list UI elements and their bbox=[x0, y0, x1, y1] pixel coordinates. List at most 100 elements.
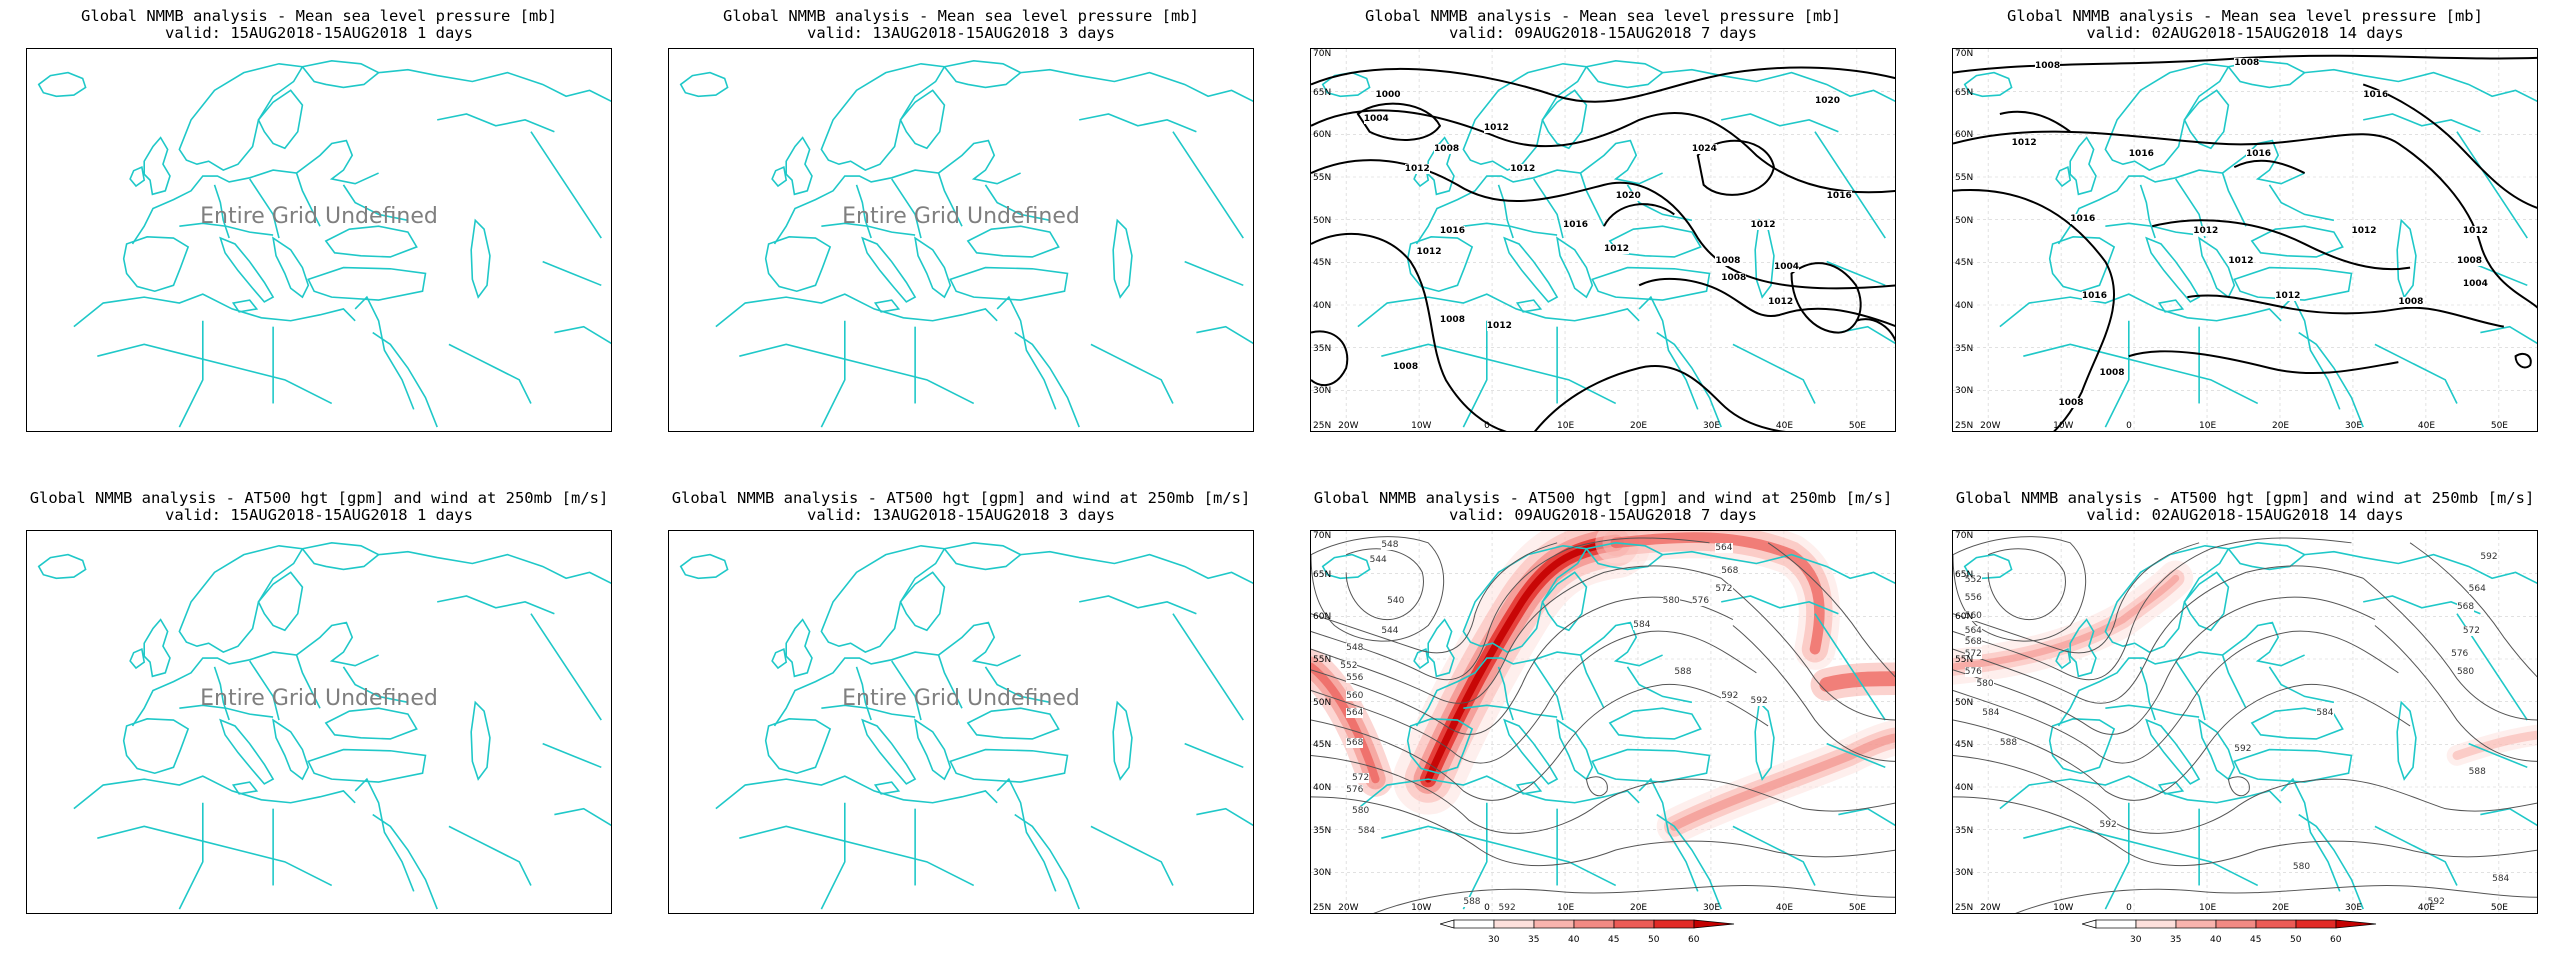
coastline-path bbox=[915, 720, 950, 779]
coastline-path bbox=[531, 132, 601, 238]
coastline-path bbox=[2375, 826, 2457, 885]
contour-label: 544 bbox=[1381, 625, 1399, 636]
contour-label: 560 bbox=[1346, 690, 1364, 701]
contour-label: 544 bbox=[1369, 554, 1387, 565]
latitude-label: 65N bbox=[1955, 569, 1974, 580]
contour-line bbox=[1311, 537, 1444, 641]
contour-line bbox=[1586, 777, 1607, 796]
coastline-path bbox=[179, 321, 202, 427]
longitude-label: 0 bbox=[1484, 421, 1490, 431]
map-frame: 1008 1008 1012 1016 1016 1016 1016 1012 1016 1012… bbox=[1952, 48, 2538, 432]
coastline-path bbox=[1534, 179, 1563, 238]
longitude-label: 20E bbox=[2271, 903, 2290, 913]
longitude-label: 10E bbox=[2199, 903, 2217, 913]
coastline-path bbox=[1499, 185, 1514, 238]
coastlines bbox=[681, 61, 1254, 427]
longitude-label: 30E bbox=[2344, 421, 2363, 431]
contour-label: 1012 bbox=[2011, 137, 2037, 148]
contour-label: 1012 bbox=[2228, 255, 2254, 266]
contour-line bbox=[1311, 755, 1896, 833]
coastline-path bbox=[1663, 70, 1896, 102]
contour-label: 1016 bbox=[1562, 220, 1589, 231]
contour-line bbox=[1733, 626, 1896, 762]
latitude-label: 65N bbox=[1955, 87, 1974, 98]
coastline-path bbox=[1542, 572, 1586, 630]
latitude-label: 70N bbox=[1313, 49, 1332, 59]
map-frame: Entire Grid Undefined bbox=[26, 530, 612, 914]
colorbar-tick: 35 bbox=[1528, 935, 1539, 945]
coastline-path bbox=[554, 809, 612, 827]
coastline-path bbox=[2252, 708, 2343, 739]
contour-label: 584 bbox=[2316, 708, 2334, 719]
coastline-path bbox=[821, 321, 844, 427]
latitude-label: 25N bbox=[1955, 903, 1974, 913]
contour-label: 556 bbox=[1964, 593, 1982, 604]
coastline-path bbox=[2058, 141, 2304, 244]
longitude-label: 30E bbox=[2344, 903, 2363, 913]
wind-colorbar: 30 35 40 45 50 60 bbox=[2080, 918, 2412, 951]
contour-line bbox=[1698, 141, 1774, 195]
longitude-label: 40E bbox=[2417, 421, 2436, 431]
coastline-path bbox=[716, 294, 997, 326]
map-frame: 552 556 560 564 568 572 576 580 584 588 592 564 568 5… bbox=[1952, 530, 2538, 914]
coastline-path bbox=[74, 294, 355, 326]
contour-line bbox=[1311, 331, 1347, 385]
latitude-label: 45N bbox=[1313, 740, 1332, 751]
contour-line bbox=[2000, 112, 2070, 132]
latitude-label: 25N bbox=[1955, 421, 1974, 431]
contour-line bbox=[1311, 684, 1768, 800]
panel-title: Global NMMB analysis - Mean sea level pr… bbox=[2007, 7, 2483, 25]
contour-line bbox=[1768, 543, 1896, 679]
coastline-path bbox=[939, 173, 962, 226]
contour-label: 1008 bbox=[1393, 362, 1419, 373]
latitude-label: 50N bbox=[1313, 215, 1332, 226]
coastline-path bbox=[220, 720, 273, 784]
coastline-path bbox=[326, 226, 417, 257]
contour-line bbox=[1311, 67, 1896, 101]
contour-lines bbox=[1311, 537, 1896, 914]
latitude-label: 35N bbox=[1313, 825, 1332, 836]
coastline-path bbox=[1657, 815, 1721, 910]
colorbar-tick: 30 bbox=[1488, 935, 1500, 945]
coastline-path bbox=[2141, 667, 2156, 720]
map-panel-p7: Global NMMB analysis - AT500 hgt [gpm] a… bbox=[1310, 482, 1896, 934]
coastline-path bbox=[132, 623, 378, 726]
contour-label: 580 bbox=[2292, 861, 2311, 872]
coastline-path bbox=[944, 543, 1020, 570]
map-panel-p6: Global NMMB analysis - AT500 hgt [gpm] a… bbox=[668, 482, 1254, 934]
coastline-path bbox=[373, 333, 437, 428]
contour-line bbox=[1534, 366, 1804, 432]
longitude-label: 0 bbox=[2126, 903, 2132, 913]
contour-label: 588 bbox=[1999, 737, 2018, 748]
longitude-label: 50E bbox=[1848, 421, 1866, 431]
coastline-path bbox=[554, 327, 612, 345]
coastline-path bbox=[939, 655, 962, 708]
contour-label: 1016 bbox=[2070, 214, 2096, 225]
coastline-path bbox=[1414, 649, 1428, 668]
contour-line bbox=[1953, 566, 2363, 703]
contour-label: 572 bbox=[1352, 773, 1370, 784]
latitude-label: 35N bbox=[1955, 825, 1974, 836]
coastline-path bbox=[1021, 70, 1254, 102]
coastline-path bbox=[2469, 744, 2528, 768]
panel-title: Global NMMB analysis - AT500 hgt [gpm] a… bbox=[1955, 489, 2535, 507]
coastlines bbox=[39, 543, 612, 909]
coastline-path bbox=[343, 667, 407, 702]
contour-line bbox=[1988, 549, 2065, 620]
coastline-path bbox=[326, 708, 417, 739]
coastline-path bbox=[821, 705, 915, 717]
coastline-path bbox=[786, 138, 812, 195]
coastline-path bbox=[862, 238, 915, 302]
contour-label: 576 bbox=[1691, 595, 1710, 606]
contour-label: 564 bbox=[1964, 625, 1982, 636]
coastline-path bbox=[449, 826, 531, 885]
coastline-path bbox=[739, 826, 973, 885]
longitude-label: 20E bbox=[1629, 421, 1648, 431]
coastline-path bbox=[1755, 220, 1774, 297]
latitude-label: 55N bbox=[1313, 655, 1332, 665]
contour-label: 1012 bbox=[2462, 226, 2488, 237]
coastline-path bbox=[2159, 300, 2182, 312]
map-panel-p4: Global NMMB analysis - Mean sea level pr… bbox=[1952, 0, 2538, 452]
coastline-path bbox=[215, 667, 230, 720]
coastline-path bbox=[875, 782, 898, 794]
